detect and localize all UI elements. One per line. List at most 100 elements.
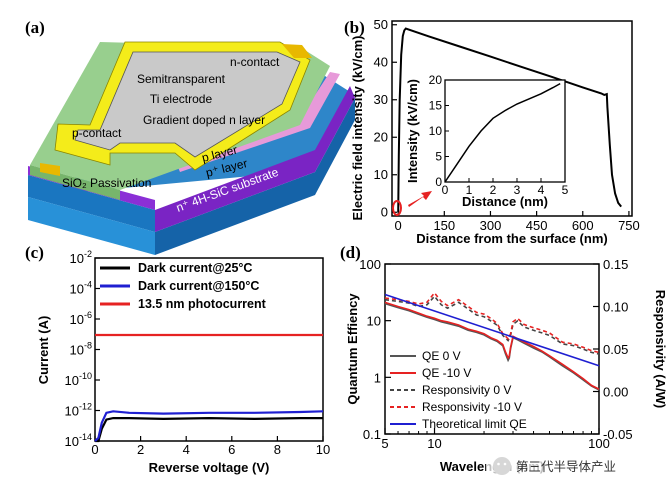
watermark-text: 第三代半导体产业 [516,459,616,474]
inset-ytick-label: 5 [435,150,442,164]
plot-b-ytick-label: 50 [374,17,388,32]
inset-xtick-label: 4 [538,183,545,197]
p-contact-pad [40,163,60,176]
wechat-icon [493,457,511,475]
inset-frame [444,79,566,183]
plot-d-ytick-label: 10 [367,314,381,329]
p-contact-label: p-contact [72,126,122,140]
plot-c-ytick-label: 10-12 [65,402,92,419]
plot-d-xtick-label: 100 [588,436,610,451]
plot-d-yrtick-label: 0.00 [603,385,628,400]
plot-c-legend: Dark current@25°C Dark current@150°C 13.5 … [100,261,267,311]
plot-c-legend-label: Dark current@25°C [138,261,252,275]
plot-d-yrtick-label: 0.10 [603,300,628,315]
plot-d-ylabel-right: Responsivity (A/W) [653,290,668,408]
plot-d-ytick-label: 1 [374,370,381,385]
plot-d-legend-label: QE -10 V [422,366,471,380]
inset-xtick-label: 3 [514,183,521,197]
plot-c-xtick-label: 6 [228,442,235,457]
plot-c-xtick-label: 0 [91,442,98,457]
plot-c-legend-label: 13.5 nm photocurrent [138,297,267,311]
plot-b-xtick-label: 0 [395,218,402,233]
sio2-label: SiO₂ Passivation [62,176,151,190]
electrode-label-2: Ti electrode [150,92,213,106]
plot-d-yrtick-label: 0.05 [603,342,628,357]
panel-d: (d) 5 10 1000.1110100-0.050.000.050.100.15… [340,243,668,474]
plot-c-series [94,333,324,443]
plot-d-series-line [384,301,600,390]
plot-b-xlabel: Distance from the surface (nm) [416,231,607,246]
surface-highlight-marker [392,200,402,216]
plot-c-ytick-label: 10-2 [70,249,92,266]
n-contact-pad [282,44,312,58]
inset-ytick-label: 0 [435,175,442,189]
plot-d-ytick-label: 0.1 [363,427,381,442]
inset-xtick-label: 5 [562,183,569,197]
plot-d-legend-label: Responsivity 0 V [422,383,511,397]
plot-c-xtick-label: 8 [274,442,281,457]
plot-d-yrtick-label: 0.15 [603,257,628,272]
plot-b-ytick-label: 40 [374,54,388,69]
plot-b-ylabel: Electric field intensity (kV/cm) [350,36,365,221]
plot-c-ytick-label: 10-14 [65,432,92,449]
plot-d-series [384,291,600,391]
ti-electrode [74,51,301,158]
plot-d-ytick-label: 100 [359,257,381,272]
plot-d-legend-label: Theoretical limit QE [422,417,527,431]
inset-ytick-label: 20 [429,73,443,87]
panel-a-label: (a) [25,18,45,37]
inset-ytick-label: 10 [429,124,443,138]
watermark: 第三代半导体产业 [486,454,662,478]
plot-c-xtick-label: 4 [183,442,190,457]
plot-c-legend-label: Dark current@150°C [138,279,259,293]
plot-b-ytick-label: 10 [374,167,388,182]
plot-d-series-line [384,295,600,355]
plot-b-ytick-label: 0 [381,204,388,219]
plot-c-ytick-label: 10-8 [70,341,92,358]
electrode-label-1: Semitransparent [137,72,226,86]
inset-arrow [408,191,432,207]
plot-c-series-line [95,416,323,443]
plot-c-ticks: 0 2 4 6 8 10 10-14 10-12 10-10 10-8 10-6 10-4 10-2 [65,249,331,457]
plot-b-ytick-label: 30 [374,92,388,107]
plot-b-ytick-label: 20 [374,129,388,144]
panel-c-label: (c) [25,243,44,262]
plot-d-legend-label: Responsivity -10 V [422,400,522,414]
plot-d-series-line [384,302,600,391]
inset-ytick-label: 15 [429,99,443,113]
plot-b-xtick-label: 450 [526,218,548,233]
plot-d-yrtick-label: -0.05 [603,427,633,442]
plot-b-xtick-label: 300 [480,218,502,233]
panel-b-label: (b) [344,18,365,37]
plot-b-frame [391,20,633,217]
plot-c-ytick-label: 10-6 [70,310,92,327]
n-contact-label: n-contact [230,55,280,69]
pplus-layer-side [155,86,355,232]
plot-d-legend: QE 0 V QE -10 V Responsivity 0 V Responsivi… [390,349,527,431]
panel-d-label: (d) [340,243,361,262]
panel-c: (c) 0 2 4 6 8 10 10-14 10-12 10-10 10-8 10-6 10-4 10… [25,243,330,475]
inset-xtick-label: 0 [442,183,449,197]
plot-d-xtick-label: 5 [381,436,388,451]
inset-xtick-label: 2 [490,183,497,197]
substrate-front [28,175,155,232]
gradient-label: Gradient doped n layer [143,113,265,127]
plot-c-xtick-label: 2 [137,442,144,457]
plot-d-xtick-label: 10 [427,436,441,451]
plot-d-series-line [384,291,600,354]
plot-b-xtick-label: 600 [572,218,594,233]
plot-c-ytick-label: 10-4 [70,280,92,297]
plot-b-series-line [397,27,622,213]
panel-a: (a) n-contact Semitransparent Ti electro… [25,18,355,255]
plot-b-xtick-label: 750 [618,218,640,233]
plot-c-ylabel: Current (A) [36,316,51,385]
inset-xlabel: Distance (nm) [462,194,548,209]
plot-c-ytick-label: 10-10 [65,371,92,388]
plot-d-ylabel: Quantum Effiency [345,293,360,405]
inset-xtick-label: 1 [466,183,473,197]
inset-series-line [444,82,561,183]
plot-b-xtick-label: 150 [433,218,455,233]
